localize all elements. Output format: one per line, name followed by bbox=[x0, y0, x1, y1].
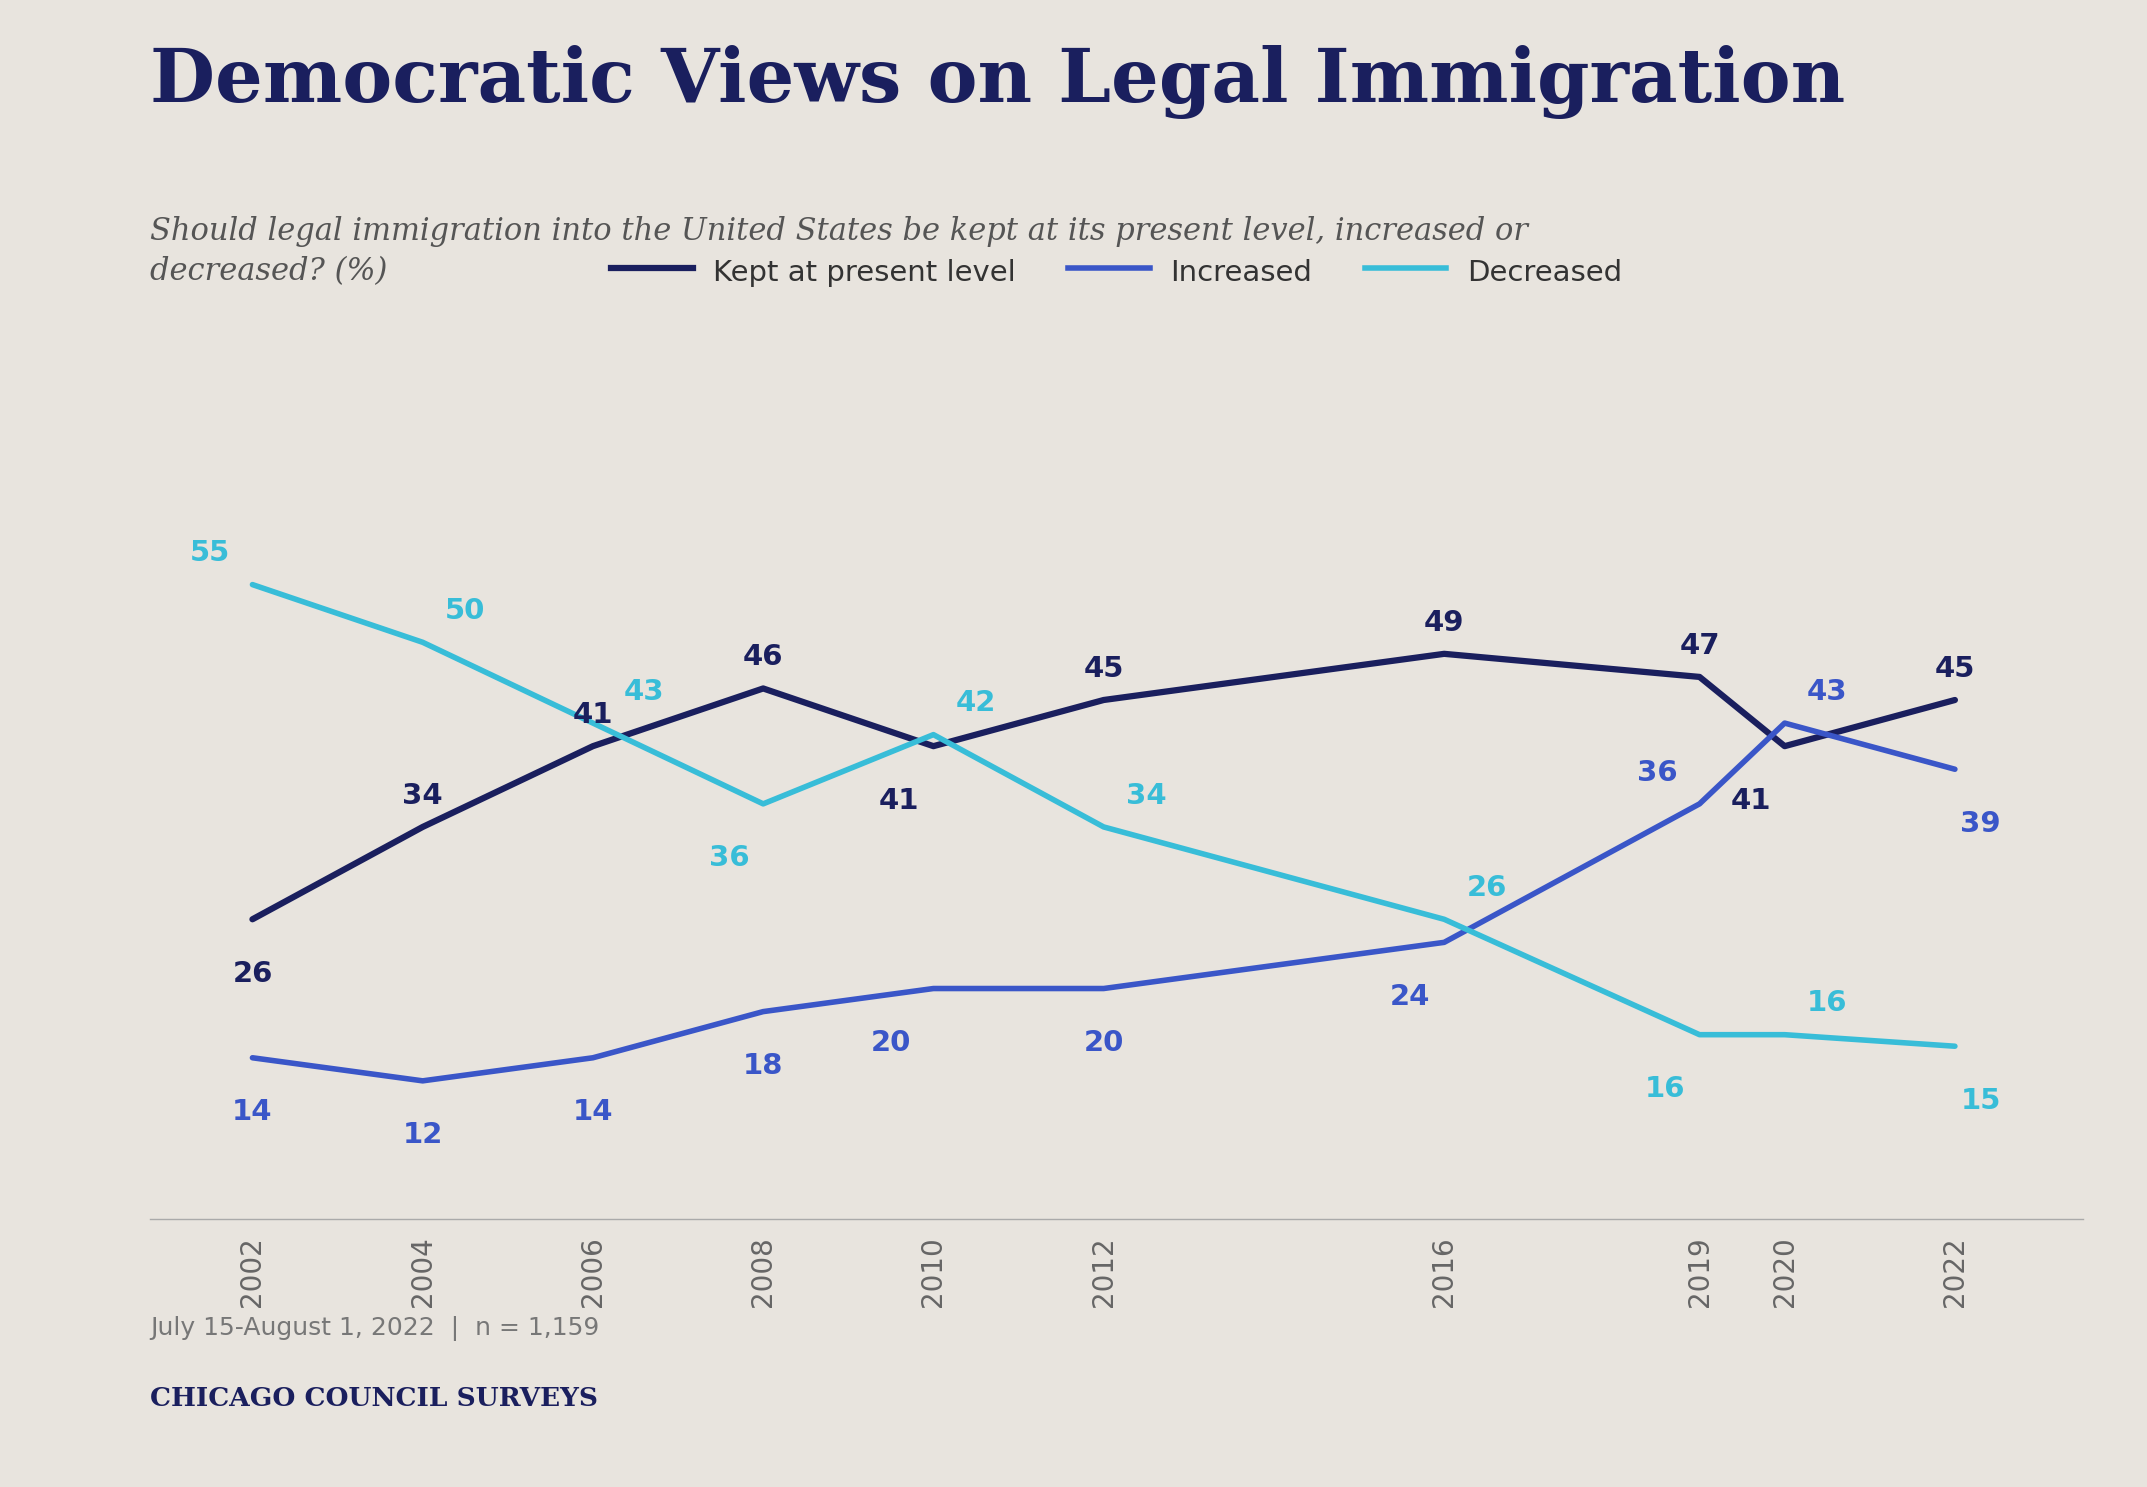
Text: 41: 41 bbox=[573, 700, 614, 729]
Text: 15: 15 bbox=[1960, 1087, 2001, 1115]
Text: 41: 41 bbox=[878, 787, 919, 815]
Text: 41: 41 bbox=[1730, 787, 1771, 815]
Text: 36: 36 bbox=[709, 845, 749, 873]
Text: 45: 45 bbox=[1934, 654, 1975, 683]
Text: 12: 12 bbox=[401, 1121, 442, 1149]
Text: 43: 43 bbox=[1808, 678, 1849, 706]
Text: 45: 45 bbox=[1084, 654, 1123, 683]
Text: July 15-August 1, 2022  |  n = 1,159: July 15-August 1, 2022 | n = 1,159 bbox=[150, 1316, 599, 1341]
Text: 14: 14 bbox=[232, 1099, 273, 1126]
Text: 50: 50 bbox=[444, 596, 485, 625]
Text: 26: 26 bbox=[1466, 874, 1507, 903]
Legend: Kept at present level, Increased, Decreased: Kept at present level, Increased, Decrea… bbox=[599, 244, 1634, 299]
Text: 49: 49 bbox=[1423, 608, 1464, 636]
Text: Should legal immigration into the United States be kept at its present level, in: Should legal immigration into the United… bbox=[150, 216, 1529, 287]
Text: 16: 16 bbox=[1645, 1075, 1685, 1103]
Text: 46: 46 bbox=[743, 644, 784, 671]
Text: 20: 20 bbox=[1084, 1029, 1123, 1057]
Text: 42: 42 bbox=[955, 690, 996, 717]
Text: 34: 34 bbox=[401, 782, 442, 809]
Text: 18: 18 bbox=[743, 1051, 784, 1080]
Text: 43: 43 bbox=[623, 678, 663, 706]
Text: CHICAGO COUNCIL SURVEYS: CHICAGO COUNCIL SURVEYS bbox=[150, 1386, 599, 1411]
Text: 34: 34 bbox=[1125, 782, 1166, 809]
Text: 14: 14 bbox=[573, 1099, 614, 1126]
Text: 20: 20 bbox=[872, 1029, 910, 1057]
Text: 36: 36 bbox=[1636, 758, 1677, 787]
Text: 55: 55 bbox=[189, 540, 230, 567]
Text: 16: 16 bbox=[1808, 989, 1846, 1017]
Text: 39: 39 bbox=[1960, 809, 2001, 837]
Text: Democratic Views on Legal Immigration: Democratic Views on Legal Immigration bbox=[150, 45, 1846, 119]
Text: 47: 47 bbox=[1679, 632, 1720, 660]
Text: 26: 26 bbox=[232, 959, 273, 987]
Text: 24: 24 bbox=[1389, 983, 1430, 1011]
